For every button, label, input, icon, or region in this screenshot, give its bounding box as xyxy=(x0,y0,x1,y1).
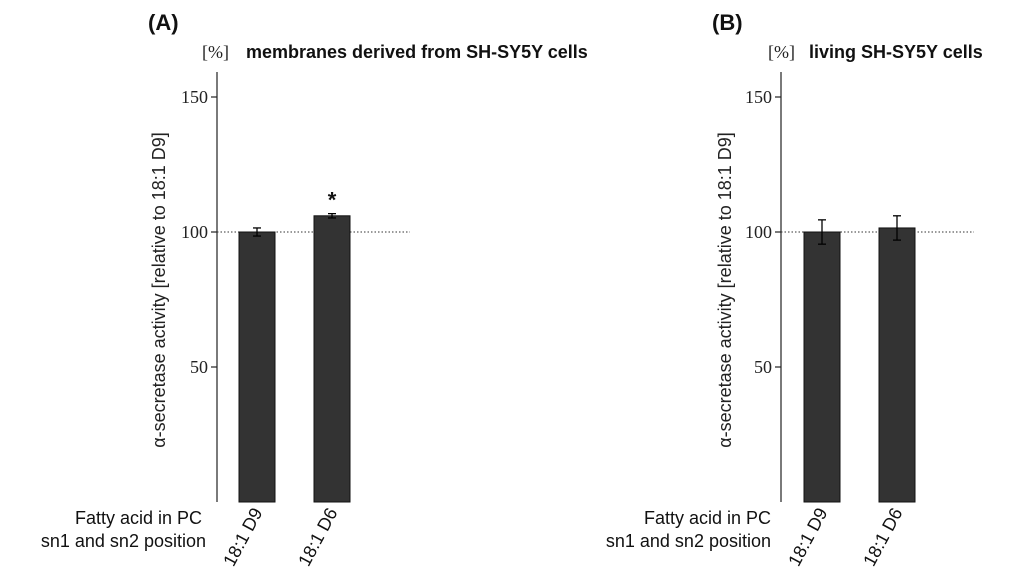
y-tick-label-a-50: 50 xyxy=(190,357,208,377)
bar-a-2 xyxy=(313,215,351,503)
x-caption-line1-b: Fatty acid in PC xyxy=(644,508,771,528)
panel-b-letter: (B) xyxy=(712,10,743,35)
x-tick-label-a-2: 18:1 D6 xyxy=(294,504,341,569)
panel-b-ylabel: α-secretase activity [relative to 18:1 D… xyxy=(715,132,735,448)
x-caption-line1-a: Fatty acid in PC xyxy=(75,508,202,528)
panel-a-letter: (A) xyxy=(148,10,179,35)
panel-b-unit: [%] xyxy=(768,42,795,62)
bar-a-1 xyxy=(238,231,276,503)
y-tick-label-a-150: 150 xyxy=(181,87,208,107)
x-caption-line2-a: sn1 and sn2 position xyxy=(41,531,206,551)
x-tick-label-b-2: 18:1 D6 xyxy=(859,504,906,569)
panel-a-plot: 50 100 150 18:1 D9 * 18:1 D6 xyxy=(181,72,410,570)
y-tick-label-b-50: 50 xyxy=(754,357,772,377)
panel-a-unit: [%] xyxy=(202,42,229,62)
x-tick-label-a-1: 18:1 D9 xyxy=(219,504,266,569)
x-caption-line2-b: sn1 and sn2 position xyxy=(606,531,771,551)
x-tick-label-b-1: 18:1 D9 xyxy=(784,504,831,569)
significance-marker-a-2: * xyxy=(328,188,337,213)
bar-b-2 xyxy=(878,227,916,503)
y-tick-label-b-100: 100 xyxy=(745,222,772,242)
panel-b-plot: 50 100 150 18:1 D9 18:1 D6 xyxy=(745,72,974,570)
y-tick-label-a-100: 100 xyxy=(181,222,208,242)
panel-a-title: membranes derived from SH-SY5Y cells xyxy=(246,42,588,62)
panel-b-title: living SH-SY5Y cells xyxy=(809,42,983,62)
y-tick-label-b-150: 150 xyxy=(745,87,772,107)
panel-a-ylabel: α-secretase activity [relative to 18:1 D… xyxy=(149,132,169,448)
bar-b-1 xyxy=(803,231,841,503)
